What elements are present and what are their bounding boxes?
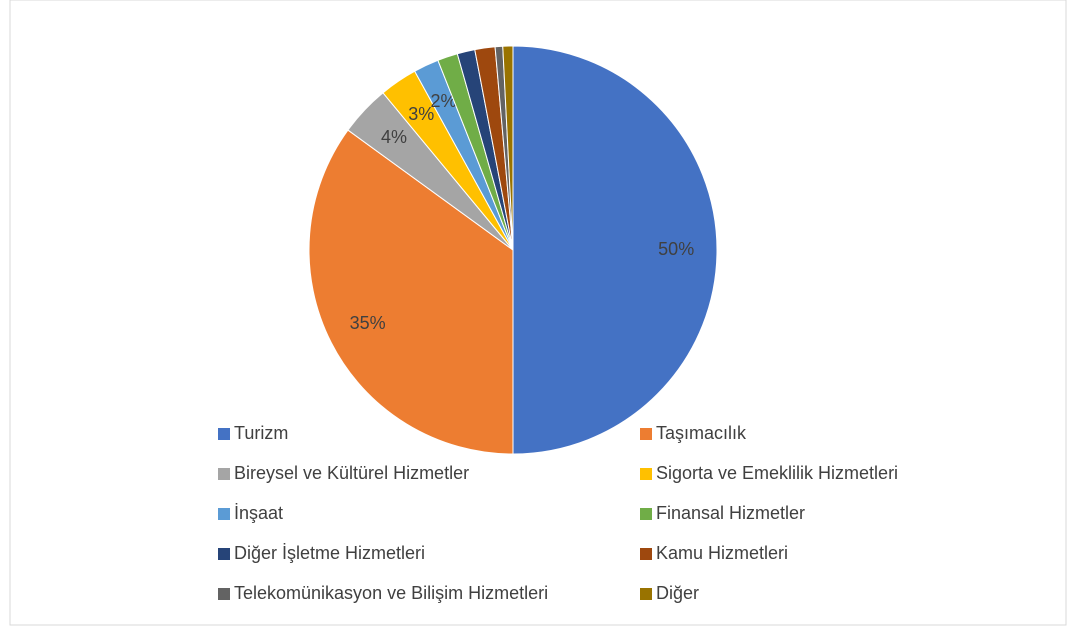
legend-swatch [640, 588, 652, 600]
pie-slice [308, 129, 514, 455]
legend-label: Bireysel ve Kültürel Hizmetler [234, 463, 469, 483]
data-label: 3% [408, 104, 434, 124]
legend-label: Taşımacılık [656, 423, 747, 443]
data-label: 4% [381, 127, 407, 147]
legend-label: Finansal Hizmetler [656, 503, 805, 523]
legend-swatch [218, 548, 230, 560]
legend-swatch [218, 468, 230, 480]
data-label: 35% [350, 313, 386, 333]
legend-swatch [640, 548, 652, 560]
legend-label: Kamu Hizmetleri [656, 543, 788, 563]
data-label: 2% [431, 91, 457, 111]
legend-swatch [218, 508, 230, 520]
pie-slice [512, 45, 718, 455]
data-label: 50% [658, 239, 694, 259]
legend-swatch [640, 468, 652, 480]
legend-swatch [640, 508, 652, 520]
legend-label: Sigorta ve Emeklilik Hizmetleri [656, 463, 898, 483]
legend-label: Diğer İşletme Hizmetleri [234, 543, 425, 563]
legend-label: Diğer [656, 583, 699, 603]
legend-swatch [218, 428, 230, 440]
legend-label: Turizm [234, 423, 288, 443]
legend-label: İnşaat [234, 503, 283, 523]
legend-swatch [218, 588, 230, 600]
pie-slice [502, 45, 514, 251]
legend-label: Telekomünikasyon ve Bilişim Hizmetleri [234, 583, 548, 603]
legend-swatch [640, 428, 652, 440]
